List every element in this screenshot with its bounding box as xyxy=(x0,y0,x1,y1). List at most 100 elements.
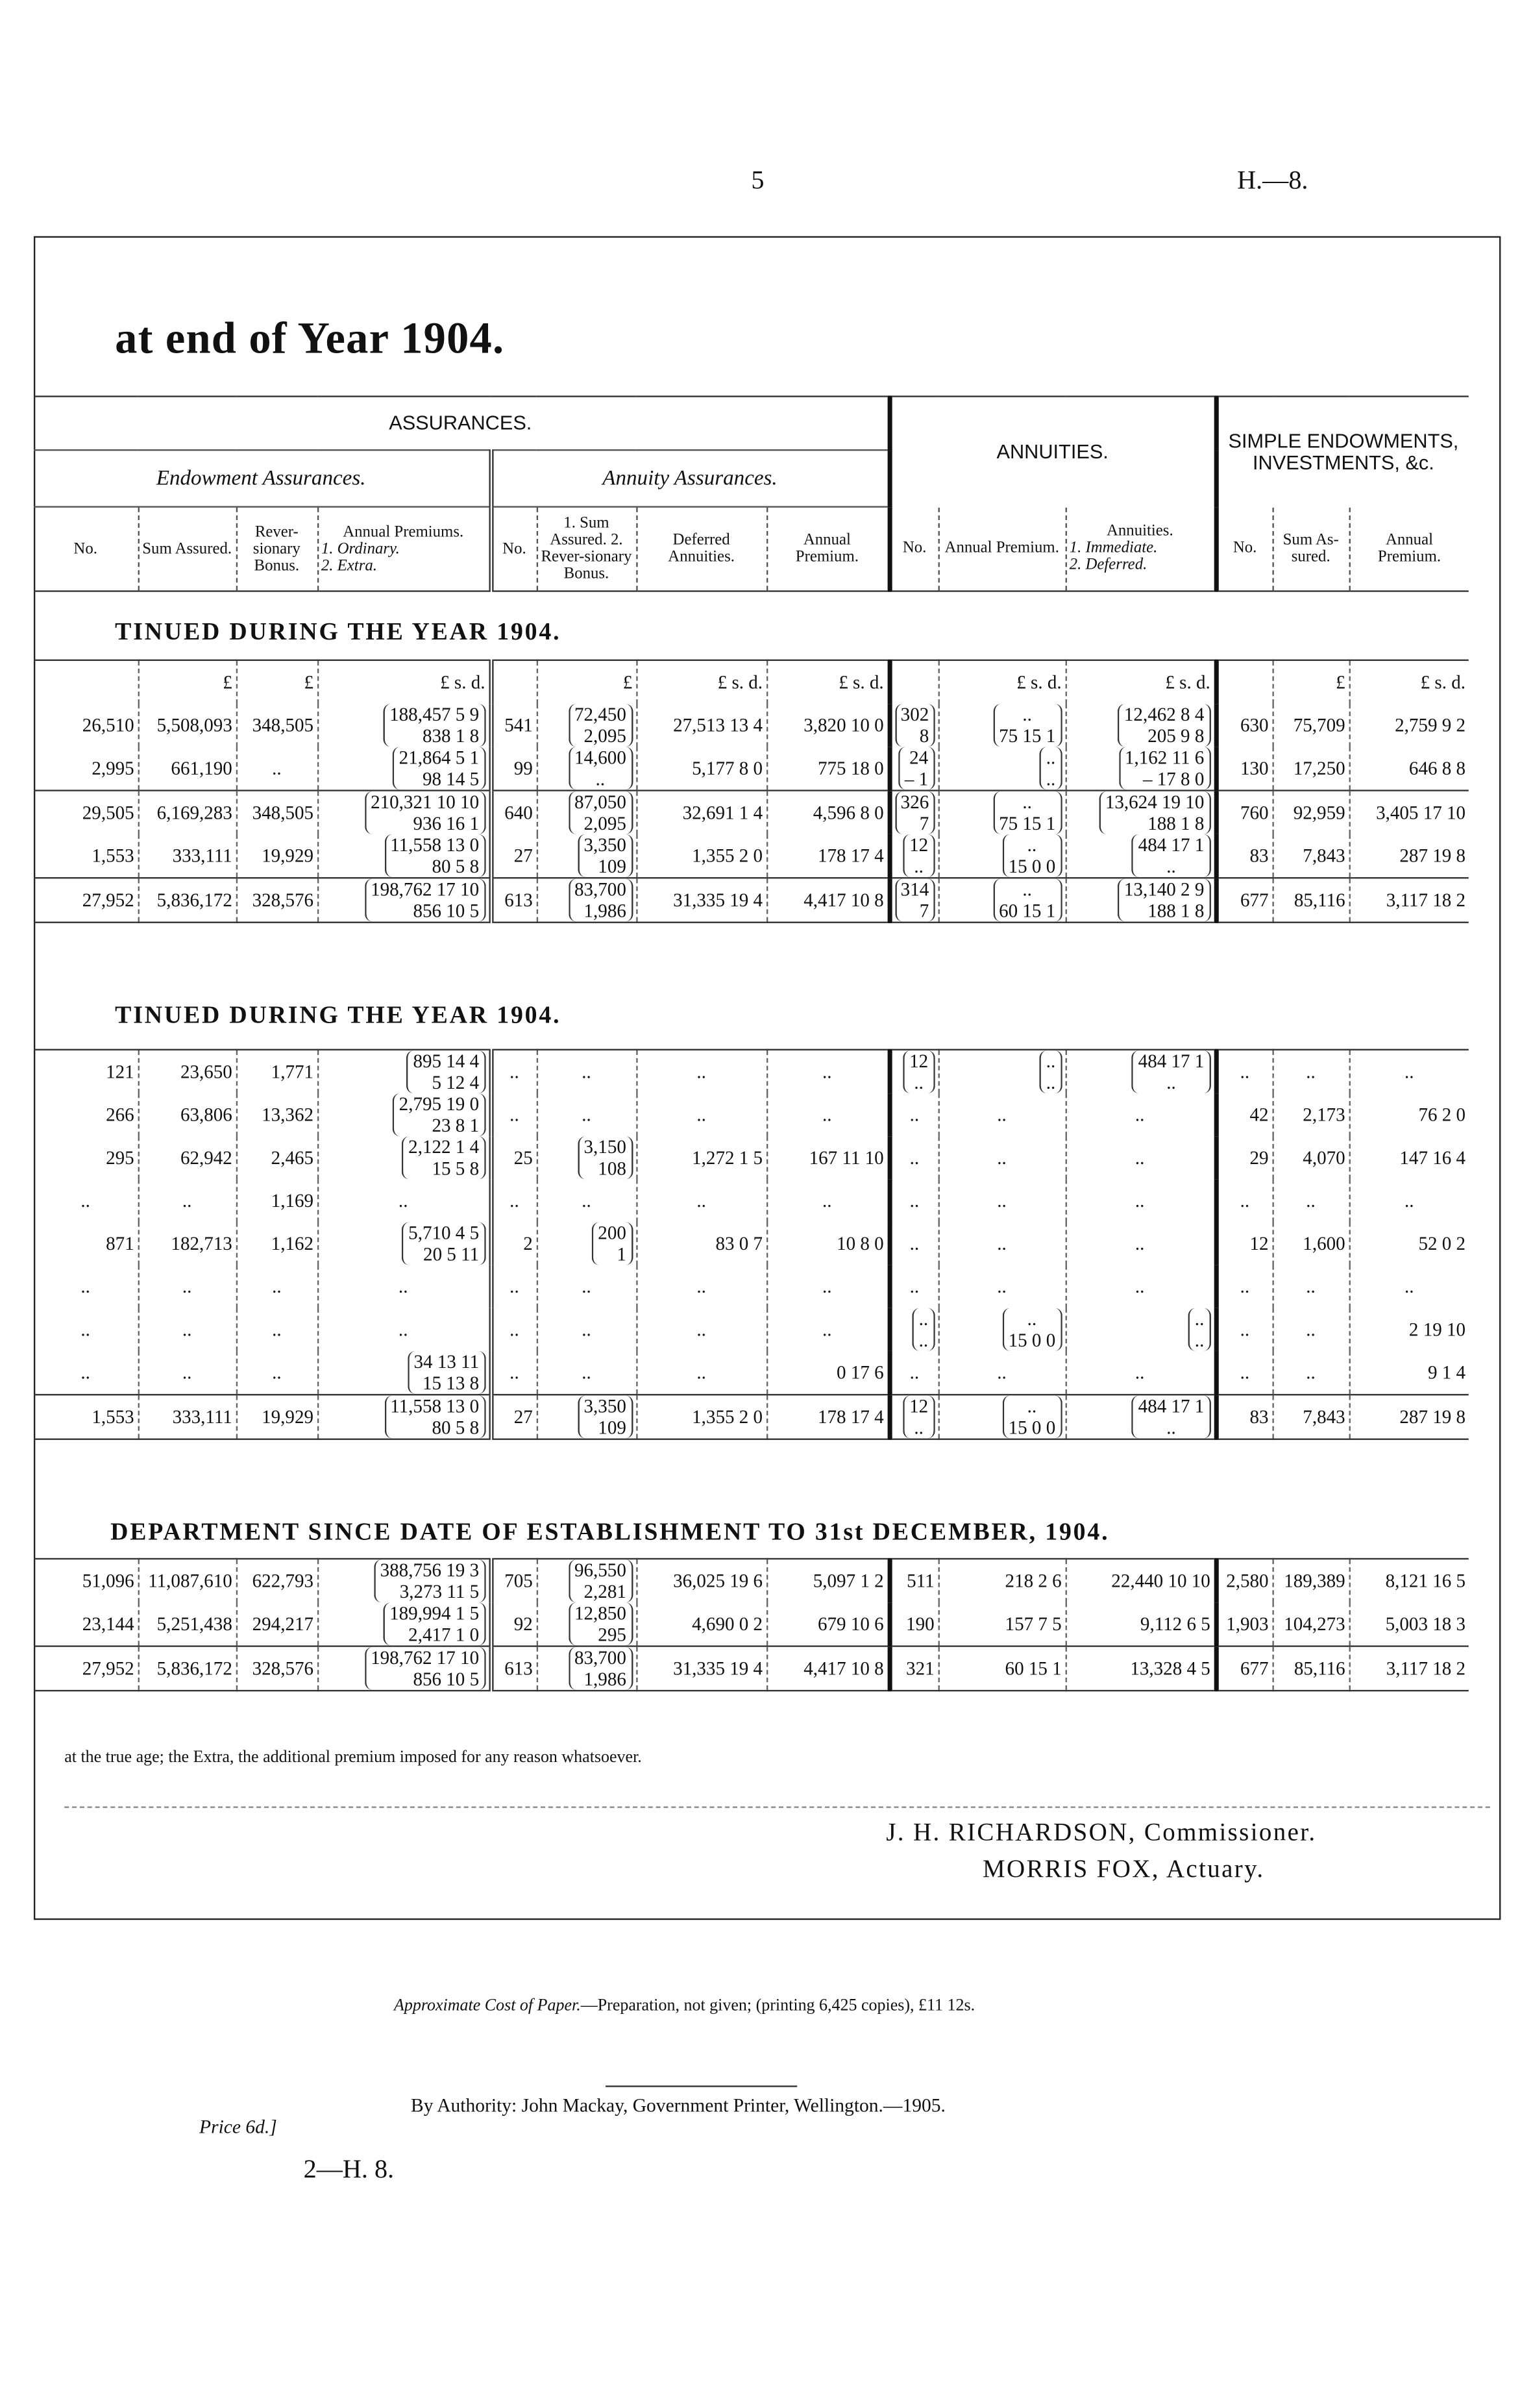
section-title-establishment: DEPARTMENT SINCE DATE OF ESTABLISHMENT T… xyxy=(110,1519,1110,1546)
cell-line: 87,050 xyxy=(574,791,626,813)
brace-group: .. 75 15 1 xyxy=(992,791,1062,834)
cell-line: 1,986 xyxy=(583,1668,626,1690)
column-header: Annual Premium. xyxy=(765,506,892,592)
column-header: Annuities. 1. Immediate. 2. Deferred. xyxy=(1064,506,1218,592)
table-cell: 5,003 18 3 xyxy=(1348,1602,1469,1646)
cell-line: 34 13 11 xyxy=(413,1350,480,1372)
column-header: Annual Premium. xyxy=(1348,506,1469,592)
column-header-label: 1. Sum Assured. 2. Rever-sionary Bonus. xyxy=(541,515,632,583)
table-cell: .. xyxy=(137,1308,236,1351)
table-cell: 2,173 xyxy=(1271,1093,1349,1137)
table-cell: .. xyxy=(316,1265,493,1308)
table-cell: 24– 1 xyxy=(888,747,938,791)
table-cell: .. xyxy=(888,1136,938,1180)
cell-line: .. xyxy=(1166,1417,1176,1439)
cell-line: 3,150 xyxy=(583,1136,626,1158)
table-cell: .. xyxy=(635,1350,766,1395)
table-cell: 210,321 10 10 936 16 1 xyxy=(316,789,493,834)
table-cell: 3,117 18 2 xyxy=(1348,1645,1469,1691)
cell-line: 15 5 8 xyxy=(432,1158,480,1180)
table-cell: .. xyxy=(1214,1308,1273,1351)
table-cell: 21,864 5 1 98 14 5 xyxy=(316,747,493,791)
cell-line: 1,986 xyxy=(583,900,626,922)
table-cell: 29 xyxy=(1214,1136,1273,1180)
brace-group: .. 75 15 1 xyxy=(992,704,1062,747)
table-cell: 63,806 xyxy=(137,1093,236,1137)
brace-group: .. 15 0 0 xyxy=(1002,834,1062,878)
table-cell: .. xyxy=(1064,1350,1218,1395)
cell-line: .. xyxy=(1022,704,1032,726)
column-header: Deferred Annuities. xyxy=(635,506,766,592)
table-cell: 541 xyxy=(489,704,537,747)
cell-line: – 17 8 0 xyxy=(1142,768,1205,790)
table-row: ............................ xyxy=(34,1265,1469,1308)
table-cell: .. xyxy=(937,1350,1066,1395)
table-row: 27,952 5,836,172 328,576 198,762 17 10 856 1… xyxy=(33,1645,1469,1691)
brace-group: 11,558 13 0 80 5 8 xyxy=(384,1395,485,1439)
cell-line: 14,600 xyxy=(574,747,626,769)
table-cell: 2 xyxy=(489,1222,537,1265)
brace-group: 96,550 2,281 xyxy=(568,1559,633,1603)
cell-line: 3,273 11 5 xyxy=(399,1581,480,1603)
cell-line: 210,321 10 10 xyxy=(371,791,480,813)
table-cell: .. xyxy=(937,1093,1066,1137)
brace-group: .... xyxy=(1040,1050,1062,1094)
table-cell: 14,600.. xyxy=(535,747,637,791)
table-cell: 11,558 13 0 80 5 8 xyxy=(316,1394,493,1439)
table-cell: 198,762 17 10 856 10 5 xyxy=(316,1645,493,1691)
table-cell: .. xyxy=(535,1308,637,1351)
brace-group: 3,350 109 xyxy=(578,1395,633,1439)
table-cell: 1,553 xyxy=(92,845,134,867)
table-cell: .. xyxy=(489,1308,537,1351)
table-cell: .. xyxy=(1271,1179,1349,1223)
table-cell: .. xyxy=(888,1265,938,1308)
table-cell: £ s. d. xyxy=(1064,660,1218,704)
table-cell: 13,624 19 10 188 1 8 xyxy=(1064,789,1218,834)
table-cell: .. xyxy=(1271,1265,1349,1308)
table-cell: .. xyxy=(635,1093,766,1137)
table-cell: 13,362 xyxy=(235,1093,317,1137)
table-frame xyxy=(33,236,1501,1920)
cell-line: 12,850 xyxy=(574,1602,626,1624)
table-cell: 83 xyxy=(1214,834,1273,878)
table-cell: .. xyxy=(1271,1308,1349,1351)
table-cell: .. xyxy=(535,1350,637,1395)
table-cell: 200 1 xyxy=(535,1222,637,1265)
table-cell: 178 17 4 xyxy=(765,834,892,878)
table-cell: 198,762 17 10 856 10 5 xyxy=(316,877,493,923)
brace-group: 12.. xyxy=(903,834,935,878)
table-cell: 23,650 xyxy=(137,1049,236,1094)
table-cell: 178 17 4 xyxy=(765,1394,892,1439)
table-cell: 23,144 xyxy=(82,1613,134,1635)
table-cell: 218 2 6 xyxy=(937,1558,1066,1603)
cell-line: .. xyxy=(1166,855,1176,878)
column-header-label: Annual Premiums. xyxy=(343,523,464,541)
table-cell: 679 10 6 xyxy=(765,1602,892,1646)
table-cell: 3,117 18 2 xyxy=(1348,877,1469,923)
cell-line: 2,095 xyxy=(583,812,626,834)
table-cell: .. xyxy=(1064,1265,1218,1308)
column-header: No. xyxy=(33,506,138,592)
cell-line: 13,624 19 10 xyxy=(1105,791,1205,813)
brace-group: 34 13 11 15 13 8 xyxy=(408,1350,485,1395)
cell-line: 12 xyxy=(909,1050,929,1073)
table-cell: 314 7 xyxy=(888,877,938,923)
table-cell: 6,169,283 xyxy=(137,789,236,834)
table-cell: 9,112 6 5 xyxy=(1064,1602,1218,1646)
table-cell: 130 xyxy=(1214,747,1273,791)
brace-group: 2,795 19 0 23 8 1 xyxy=(393,1093,485,1137)
signature-commissioner: J. H. RICHARDSON, Commissioner. xyxy=(886,1817,1317,1846)
cell-line: 188 1 8 xyxy=(1147,812,1205,834)
table-row: 29,505 6,169,283 348,505 210,321 10 10 936 1… xyxy=(33,789,1469,834)
table-cell: 295 xyxy=(106,1147,134,1169)
table-cell: 12.. xyxy=(888,1049,938,1094)
brace-group: 484 17 1.. xyxy=(1132,1050,1210,1094)
cell-line: 7 xyxy=(919,812,929,834)
cell-line: .. xyxy=(1194,1308,1205,1330)
cell-line: 189,994 1 5 xyxy=(389,1602,480,1624)
table-cell xyxy=(489,660,537,704)
table-cell: 622,793 xyxy=(235,1558,317,1603)
cell-line: 302 xyxy=(900,704,929,726)
cell-line: 7 xyxy=(919,900,929,922)
